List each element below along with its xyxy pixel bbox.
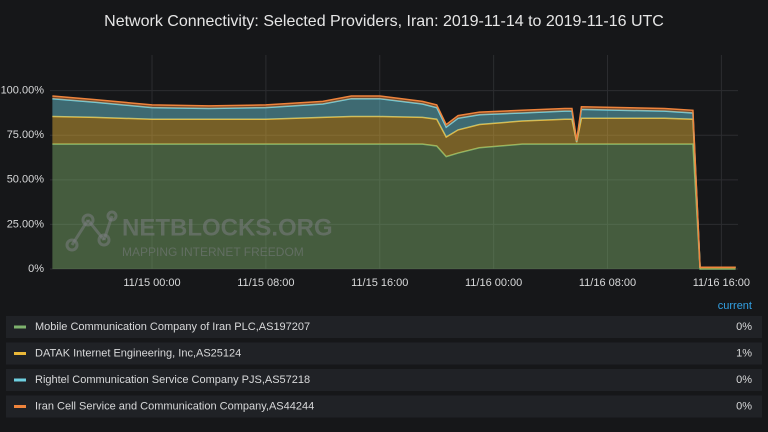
legend-label: Iran Cell Service and Communication Comp… (35, 400, 314, 412)
legend-value: 0% (736, 400, 752, 412)
watermark-subtitle: MAPPING INTERNET FREEDOM (122, 245, 304, 259)
legend-value: 1% (736, 347, 752, 359)
legend-row (6, 395, 762, 418)
x-tick-label: 11/15 00:00 (123, 277, 180, 289)
watermark: NETBLOCKS.ORG MAPPING INTERNET FREEDOM (65, 210, 333, 259)
legend-row (6, 342, 762, 365)
legend-swatch (14, 378, 26, 382)
area-line (52, 95, 736, 268)
x-tick-label: 11/15 16:00 (351, 277, 408, 289)
x-tick-label: 11/16 00:00 (465, 277, 522, 289)
watermark-logo (65, 210, 118, 252)
area (52, 144, 736, 269)
area (52, 98, 736, 268)
axes: 0% 25.00% 50.00% 75.00% 100.00% 11/15 00:00 11… (1, 85, 750, 289)
grid (50, 55, 738, 270)
area (52, 116, 736, 270)
y-tick-label: 50.00% (7, 174, 45, 186)
y-tick-label: 75.00% (7, 129, 45, 141)
area-line (52, 97, 736, 268)
legend-swatch (14, 405, 26, 408)
legend-row (6, 369, 762, 391)
legend-label: DATAK Internet Engineering, Inc,AS25124 (35, 347, 241, 359)
y-tick-label: 0% (28, 263, 44, 275)
watermark-title: NETBLOCKS.ORG (122, 214, 333, 241)
legend: Mobile Communication Company of Iran PLC… (6, 316, 762, 418)
x-tick-label: 11/16 08:00 (579, 277, 636, 289)
areas (52, 95, 736, 270)
legend-value: 0% (736, 374, 752, 386)
legend-column-header: current (718, 300, 752, 312)
legend-label: Rightel Communication Service Company PJ… (35, 374, 310, 386)
x-tick-label: 11/16 16:00 (693, 277, 750, 289)
area-line (52, 115, 736, 268)
area-line (52, 143, 736, 270)
legend-swatch (14, 325, 26, 329)
legend-row (6, 316, 762, 338)
legend-swatch (14, 352, 26, 355)
legend-label: Mobile Communication Company of Iran PLC… (35, 321, 310, 333)
y-tick-label: 25.00% (7, 218, 45, 230)
y-tick-label: 100.00% (1, 85, 45, 97)
x-tick-label: 11/15 08:00 (237, 277, 294, 289)
legend-value: 0% (736, 321, 752, 333)
chart-title: Network Connectivity: Selected Providers… (104, 13, 664, 30)
